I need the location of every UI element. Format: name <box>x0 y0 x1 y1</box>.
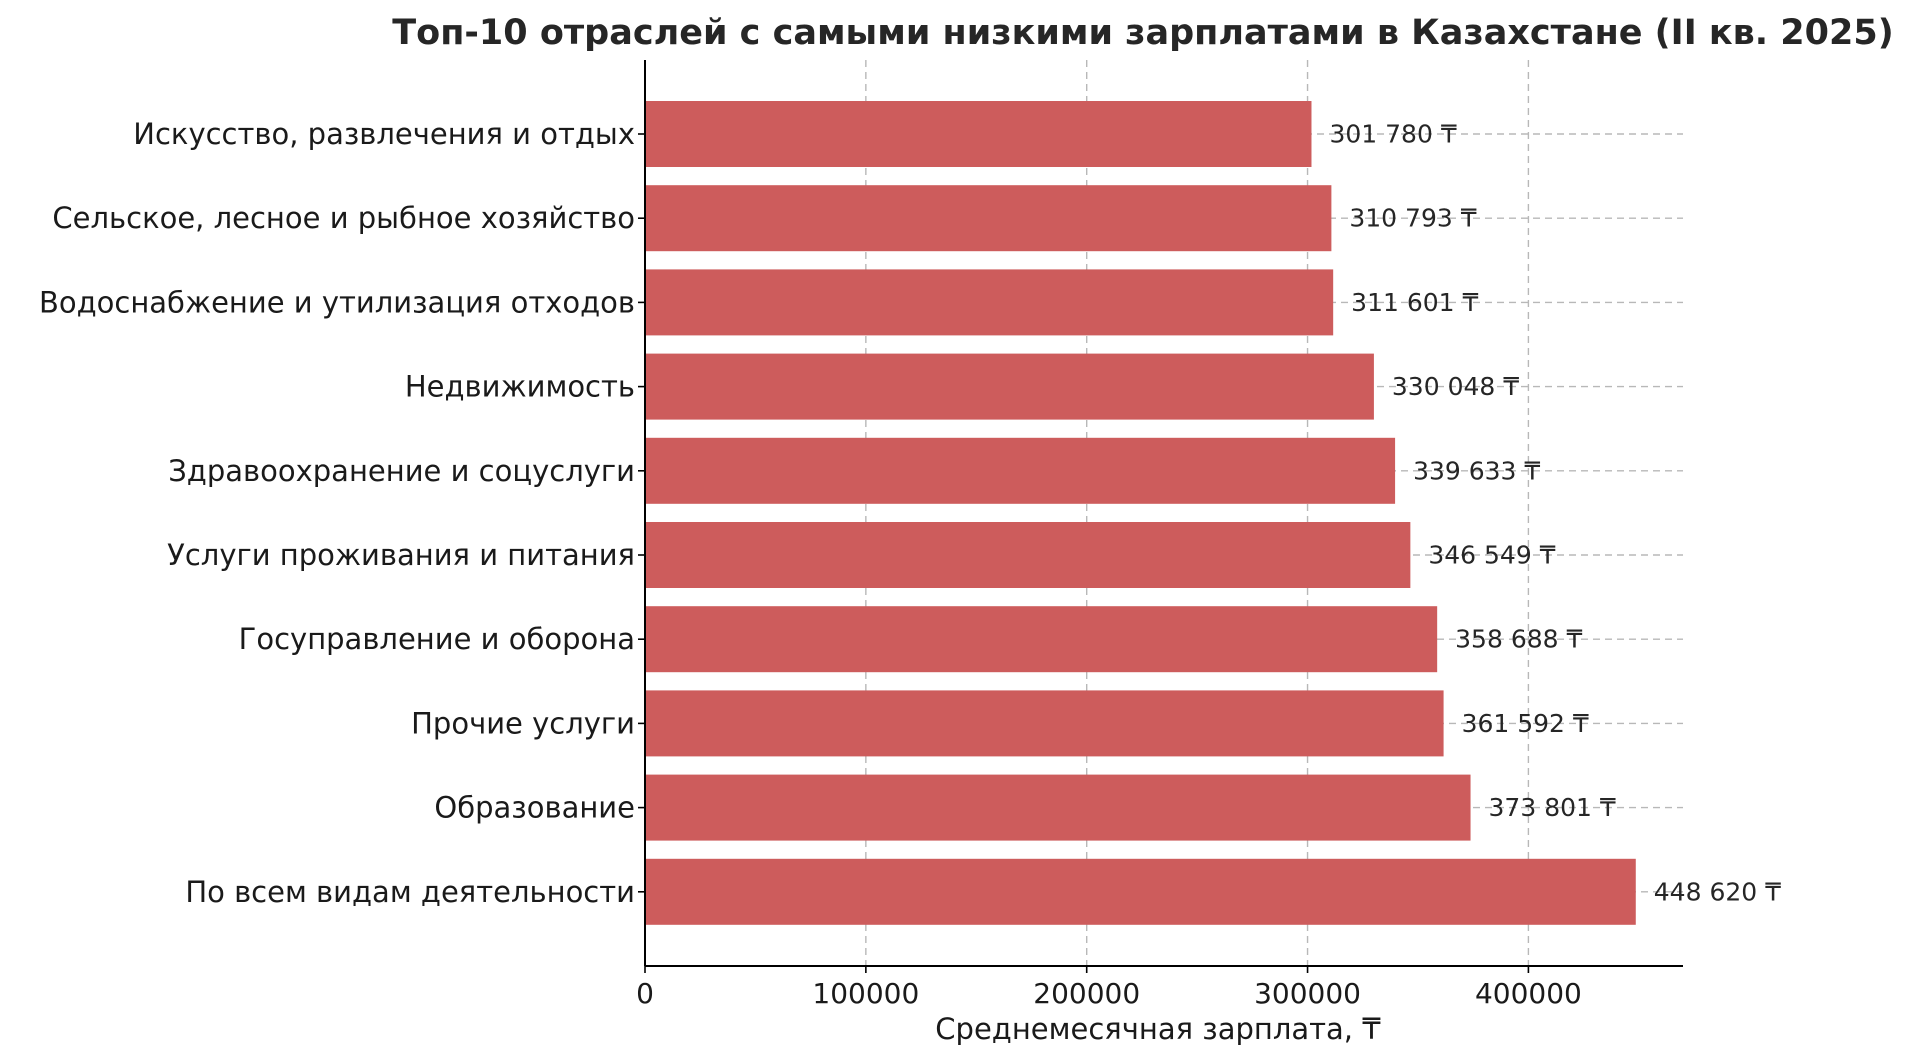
bar <box>645 858 1636 925</box>
x-tick-label: 200000 <box>1033 977 1140 1010</box>
category-label: По всем видам деятельности <box>185 875 635 909</box>
value-label: 346 549 ₸ <box>1428 541 1555 570</box>
category-label: Водоснабжение и утилизация отходов <box>39 285 635 319</box>
value-label: 373 801 ₸ <box>1489 793 1616 822</box>
bars <box>645 101 1636 925</box>
bar <box>645 522 1411 588</box>
value-label: 330 048 ₸ <box>1392 372 1519 401</box>
value-label: 361 592 ₸ <box>1462 709 1589 738</box>
bar <box>645 353 1374 420</box>
x-tick-label: 300000 <box>1254 977 1361 1010</box>
bar <box>645 185 1332 252</box>
value-label: 358 688 ₸ <box>1455 625 1582 654</box>
bar <box>645 437 1396 504</box>
x-tick-label: 400000 <box>1475 977 1582 1010</box>
bar <box>645 690 1444 757</box>
value-label: 310 793 ₸ <box>1349 204 1476 233</box>
category-labels: Искусство, развлечения и отдых Сельское, … <box>39 117 635 909</box>
bar <box>645 606 1438 673</box>
x-axis-label: Среднемесячная зарплата, ₸ <box>935 1012 1381 1046</box>
category-label: Услуги проживания и питания <box>167 538 635 572</box>
value-labels: 301 780 ₸ 310 793 ₸ 311 601 ₸ 330 048 ₸ 339 … <box>1329 120 1781 907</box>
value-label: 311 601 ₸ <box>1351 288 1478 317</box>
bar <box>645 269 1334 336</box>
x-tick-label: 0 <box>636 977 654 1010</box>
category-label: Искусство, развлечения и отдых <box>133 117 635 151</box>
axes <box>644 60 1683 967</box>
x-axis-ticks: 0 100000 200000 300000 400000 <box>636 133 1582 1010</box>
bar <box>645 774 1471 841</box>
value-label: 301 780 ₸ <box>1329 120 1456 149</box>
category-label: Госуправление и оборона <box>239 622 635 656</box>
value-label: 339 633 ₸ <box>1413 456 1540 485</box>
category-label: Недвижимость <box>405 370 635 404</box>
chart-title: Топ-10 отраслей с самыми низкими зарплат… <box>392 13 1893 53</box>
x-tick-label: 100000 <box>812 977 919 1010</box>
category-label: Сельское, лесное и рыбное хозяйство <box>52 201 635 235</box>
value-label: 448 620 ₸ <box>1654 877 1781 906</box>
category-label: Образование <box>434 791 635 825</box>
bar <box>645 101 1312 167</box>
category-label: Здравоохранение и соцуслуги <box>168 454 635 488</box>
category-label: Прочие услуги <box>411 706 635 740</box>
